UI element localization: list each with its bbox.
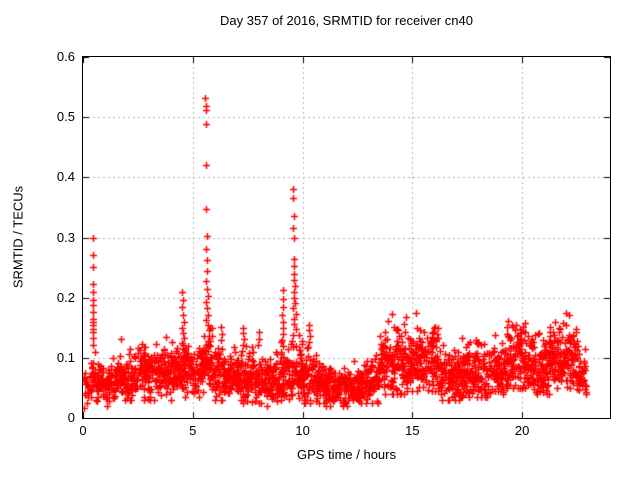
x-tick-label: 0 [79,423,87,438]
y-tick-label: 0.2 [56,289,75,305]
x-tick-label: 10 [295,423,310,438]
y-tick-label: 0.4 [56,169,75,185]
x-axis-label: GPS time / hours [297,447,396,462]
plot-area [82,56,611,419]
y-tick-label: 0.1 [56,349,75,365]
x-tick-label: 15 [405,423,420,438]
y-tick-label: 0 [67,410,75,425]
y-tick-label: 0.3 [56,229,75,245]
plot-canvas [83,57,610,418]
x-tick-label: 5 [189,423,197,438]
y-tick-label: 0.5 [56,109,75,125]
x-tick-label: 20 [514,423,530,438]
y-tick-label: 0.6 [56,49,75,64]
chart-title: Day 357 of 2016, SRMTID for receiver cn4… [220,13,473,28]
